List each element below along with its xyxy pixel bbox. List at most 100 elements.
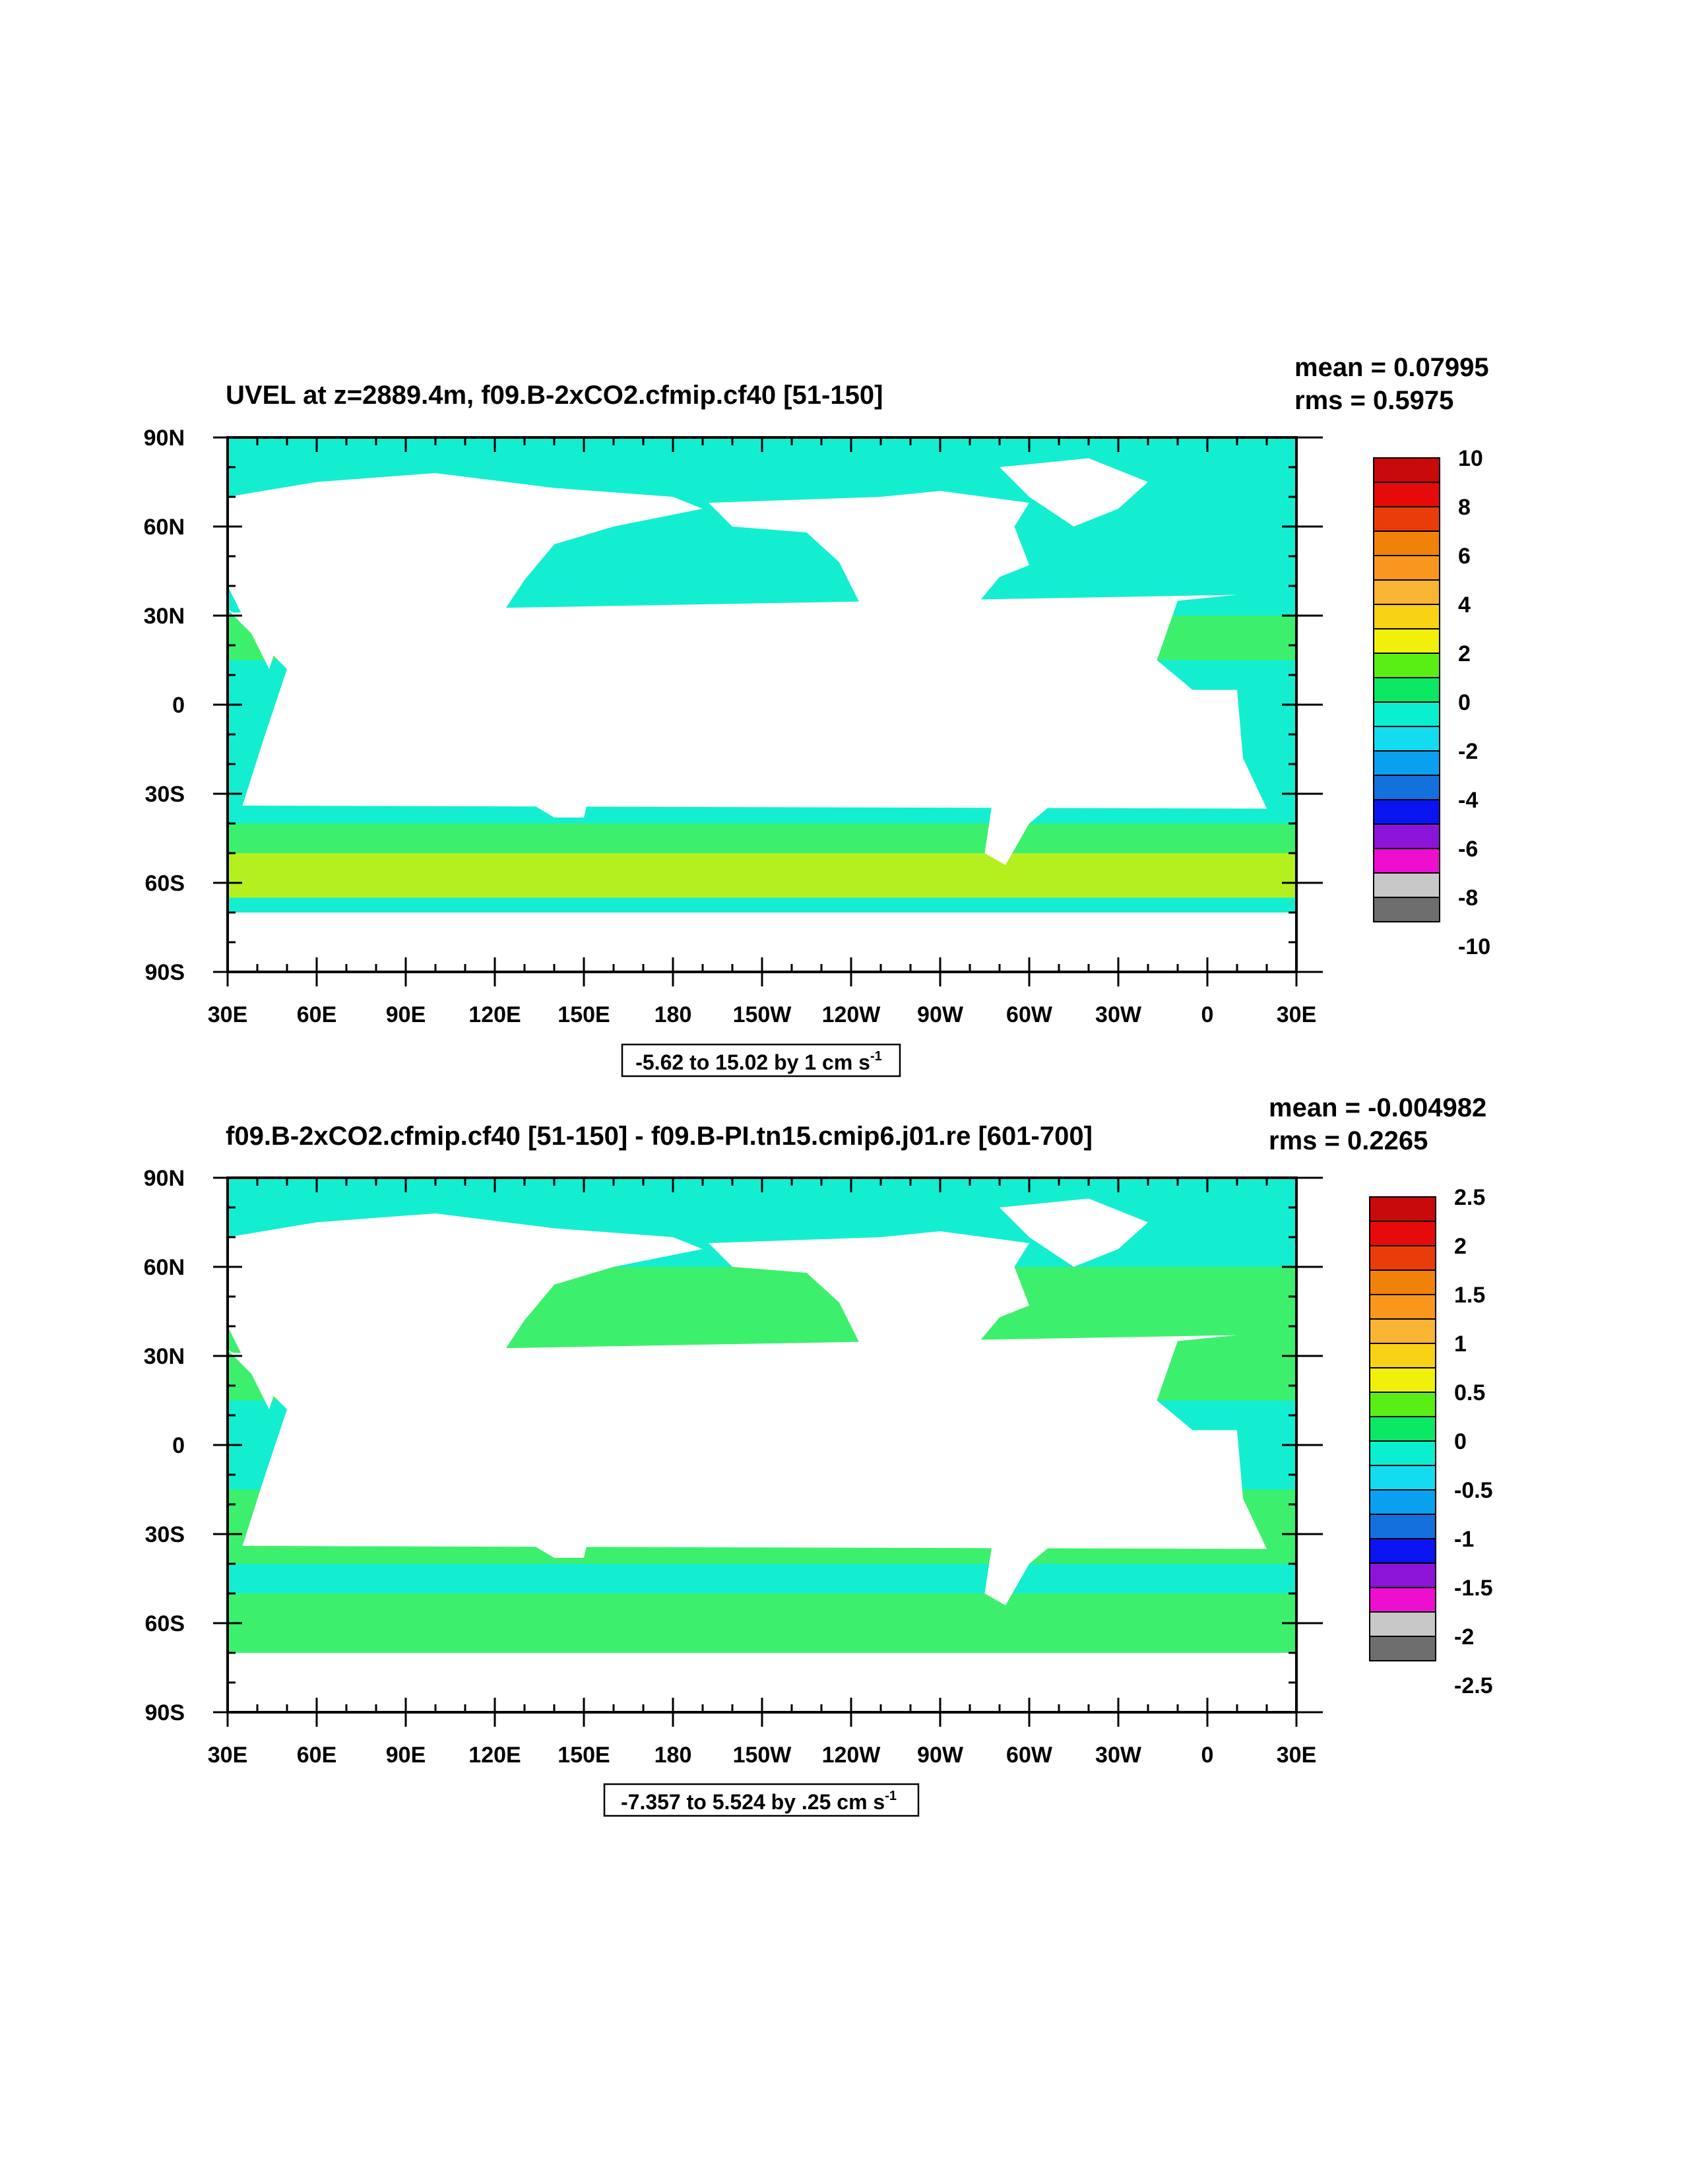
- colorbar-box: [1369, 1416, 1436, 1442]
- colorbar-label: 2.5: [1454, 1185, 1485, 1210]
- colorbar-box: [1369, 1465, 1436, 1491]
- y-tick-label: 90N: [144, 426, 185, 451]
- info-box: [621, 1043, 901, 1077]
- y-tick-label: 60N: [144, 1255, 185, 1280]
- colorbar-box: [1369, 1611, 1436, 1637]
- rms-label: rms = 0.2265: [1269, 1126, 1428, 1155]
- colorbar-box: [1369, 1318, 1436, 1344]
- colorbar-box: [1373, 701, 1440, 727]
- colorbar-label: -8: [1458, 885, 1478, 911]
- x-tick-label: 90E: [386, 1743, 426, 1768]
- colorbar-box: [1373, 775, 1440, 800]
- x-tick-label: 30W: [1095, 1002, 1142, 1027]
- colorbar-label: 10: [1458, 446, 1483, 471]
- ocean-field: [228, 1178, 1296, 1712]
- y-tick-label: 60S: [145, 871, 185, 896]
- mean-label: mean = 0.07995: [1294, 353, 1489, 382]
- ocean-band: [228, 823, 1296, 853]
- colorbar-box: [1373, 555, 1440, 581]
- colorbar-box: [1373, 530, 1440, 556]
- colorbar-box: [1369, 1538, 1436, 1564]
- panel-title: f09.B-2xCO2.cfmip.cf40 [51-150] - f09.B-…: [226, 1122, 1093, 1151]
- colorbar-box: [1369, 1440, 1436, 1466]
- axis-ticks: [213, 436, 1323, 986]
- colorbar-box: [1373, 848, 1440, 874]
- colorbar-box: [1373, 726, 1440, 752]
- y-tick-labels: 90N 60N 30N 0 30S 60S 90S: [144, 426, 185, 985]
- colorbar-box: [1373, 653, 1440, 678]
- x-tick-labels: 30E 60E 90E 120E 150E 180 150W 120W 90W 60W 30W 0 30…: [208, 1002, 1317, 1027]
- colorbar-box: [1373, 677, 1440, 703]
- colorbar-box: [1373, 457, 1440, 483]
- x-tick-label: 90W: [917, 1743, 964, 1768]
- colorbar-box: [1373, 872, 1440, 898]
- x-tick-label: 60E: [297, 1743, 337, 1768]
- x-tick-label: 150E: [558, 1743, 610, 1768]
- x-tick-label: 150E: [558, 1002, 610, 1027]
- x-tick-label: 0: [1201, 1743, 1214, 1768]
- x-tick-label: 180: [654, 1002, 692, 1027]
- colorbar-box: [1369, 1221, 1436, 1246]
- colorbar-box: [1373, 506, 1440, 532]
- colorbar-box: [1373, 799, 1440, 825]
- x-tick-label: 0: [1201, 1002, 1214, 1027]
- colorbar-label: -10: [1458, 934, 1490, 959]
- y-tick-label: 60S: [145, 1611, 185, 1636]
- y-tick-label: 30N: [144, 604, 185, 629]
- colorbar-box: [1373, 482, 1440, 507]
- x-tick-label: 90E: [386, 1002, 426, 1027]
- y-tick-label: 0: [172, 1433, 185, 1458]
- y-tick-label: 90S: [145, 960, 185, 985]
- colorbar-label: -4: [1458, 788, 1478, 813]
- colorbar-box: [1373, 750, 1440, 776]
- colorbar-label: 2: [1454, 1234, 1467, 1259]
- colorbar-box: [1373, 579, 1440, 605]
- x-tick-label: 120E: [468, 1743, 521, 1768]
- land-mask: [228, 913, 1296, 972]
- colorbar-box: [1369, 1269, 1436, 1295]
- land-mask: [1000, 1198, 1148, 1267]
- y-tick-label: 0: [172, 693, 185, 718]
- land-mask: [228, 1213, 703, 1421]
- colorbar-box: [1373, 897, 1440, 922]
- colorbar-label: 0: [1454, 1429, 1467, 1454]
- colorbar-box: [1369, 1196, 1436, 1222]
- colorbar-label: -1: [1454, 1527, 1474, 1552]
- colorbar-box: [1369, 1392, 1436, 1417]
- colorbar: 2.5 2 1.5 1 0.5 0 -0.5 -1 -1.5 -2 -2.5: [1369, 1185, 1493, 1698]
- land-mask: [970, 1421, 1104, 1605]
- colorbar-box: [1369, 1636, 1436, 1661]
- y-tick-labels: 90N 60N 30N 0 30S 60S 90S: [144, 1166, 185, 1725]
- axis-ticks: [213, 1176, 1323, 1727]
- colorbar-label: -6: [1458, 837, 1478, 862]
- land-mask: [477, 1477, 593, 1558]
- colorbar-label: 4: [1458, 593, 1471, 618]
- mean-label: mean = -0.004982: [1269, 1093, 1486, 1122]
- y-tick-label: 30S: [145, 782, 185, 807]
- x-tick-label: 150W: [733, 1002, 792, 1027]
- y-tick-label: 60N: [144, 515, 185, 540]
- ocean-band: [228, 853, 1296, 898]
- colorbar-box: [1369, 1489, 1436, 1515]
- colorbar-label: -2.5: [1454, 1673, 1493, 1698]
- land-mask: [228, 473, 703, 681]
- colorbar-box: [1369, 1514, 1436, 1539]
- colorbar-box: [1369, 1587, 1436, 1613]
- x-tick-label: 30E: [1277, 1743, 1317, 1768]
- x-tick-label: 30E: [208, 1743, 248, 1768]
- y-tick-label: 90S: [145, 1700, 185, 1725]
- colorbar-box: [1373, 628, 1440, 654]
- colorbar-box: [1369, 1294, 1436, 1320]
- colorbar-label: 6: [1458, 544, 1471, 569]
- info-box: [603, 1783, 920, 1817]
- info-label: -7.357 to 5.524 by .25 cm s-1: [621, 1789, 897, 1814]
- x-tick-label: 30W: [1095, 1743, 1142, 1768]
- x-tick-labels: 30E 60E 90E 120E 150E 180 150W 120W 90W 60W 30W 0 30…: [208, 1743, 1317, 1768]
- x-tick-label: 120W: [822, 1743, 881, 1768]
- colorbar-label: -2: [1458, 739, 1478, 764]
- x-tick-label: 60W: [1006, 1002, 1053, 1027]
- panel-top: UVEL at z=2889.4m, f09.B-2xCO2.cfmip.cf4…: [144, 353, 1490, 1077]
- colorbar-label: -0.5: [1454, 1478, 1493, 1503]
- y-tick-label: 30N: [144, 1344, 185, 1369]
